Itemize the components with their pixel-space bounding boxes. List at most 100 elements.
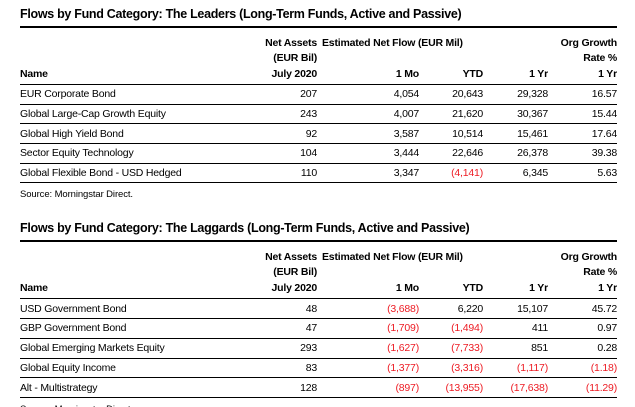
name-column-header: Name	[20, 278, 250, 300]
table-row: Sector Equity Technology 104 3,444 22,64…	[20, 143, 617, 164]
leaders-table: Net Assets Estimated Net Flow (EUR Mil) …	[20, 28, 617, 184]
net-assets-cell: 104	[250, 143, 317, 164]
table-row: USD Government Bond 48 (3,688) 6,220 15,…	[20, 298, 617, 320]
growth-1yr-cell: 0.28	[548, 338, 617, 359]
laggards-table: Net Assets Estimated Net Flow (EUR Mil) …	[20, 242, 617, 398]
table-row: GBP Government Bond 47 (1,709) (1,494) 4…	[20, 318, 617, 339]
net-assets-cell: 83	[250, 358, 317, 379]
fund-name-cell: GBP Government Bond	[20, 318, 250, 339]
flow-1mo-cell: 4,007	[317, 104, 419, 125]
fund-name-cell: USD Government Bond	[20, 298, 250, 320]
flow-ytd-cell: (7,733)	[419, 338, 483, 359]
spacer-cell	[20, 49, 250, 64]
one-year-column-header: 1 Yr	[483, 64, 548, 85]
leaders-section: Flows by Fund Category: The Leaders (Lon…	[20, 7, 617, 200]
fund-name-cell: Global Emerging Markets Equity	[20, 338, 250, 359]
flow-1yr-cell: 15,107	[483, 298, 548, 320]
spacer-cell	[20, 242, 250, 263]
table-row: Global Flexible Bond - USD Hedged 110 3,…	[20, 163, 617, 184]
spacer-cell	[20, 28, 250, 49]
estimated-net-flow-group-header: Estimated Net Flow (EUR Mil)	[322, 251, 463, 264]
one-month-column-header: 1 Mo	[317, 64, 419, 85]
source-note: Source: Morningstar Direct.	[20, 404, 617, 407]
leaders-table-header: Net Assets Estimated Net Flow (EUR Mil) …	[20, 28, 617, 85]
rate-pct-header: Rate %	[583, 52, 617, 64]
net-assets-cell: 47	[250, 318, 317, 339]
flow-1yr-cell: 851	[483, 338, 548, 359]
growth-1yr-cell: 16.57	[548, 84, 617, 105]
one-month-column-header: 1 Mo	[317, 278, 419, 300]
growth-1yr-cell: 17.64	[548, 123, 617, 145]
growth-1yr-cell: (11.29)	[548, 377, 617, 398]
spacer-cell	[317, 263, 548, 278]
ytd-column-header: YTD	[419, 278, 483, 300]
table-row: Global Large-Cap Growth Equity 243 4,007…	[20, 104, 617, 125]
table-row: EUR Corporate Bond 207 4,054 20,643 29,3…	[20, 84, 617, 105]
fund-name-cell: Global Large-Cap Growth Equity	[20, 104, 250, 125]
org-growth-header: Org Growth	[560, 37, 617, 49]
fund-name-cell: Global High Yield Bond	[20, 123, 250, 145]
table-row: Global Emerging Markets Equity 293 (1,62…	[20, 338, 617, 359]
rate-pct-header: Rate %	[583, 266, 617, 279]
flow-1yr-cell: 6,345	[483, 163, 548, 184]
laggards-table-header: Net Assets Estimated Net Flow (EUR Mil) …	[20, 242, 617, 300]
net-assets-cell: 293	[250, 338, 317, 359]
net-assets-cell: 110	[250, 163, 317, 184]
flow-1yr-cell: 15,461	[483, 123, 548, 145]
net-assets-header: Net Assets	[265, 37, 317, 49]
flow-1mo-cell: 4,054	[317, 84, 419, 105]
july-2020-column-header: July 2020	[250, 64, 317, 85]
flow-1mo-cell: (1,377)	[317, 358, 419, 379]
flow-1yr-cell: 29,328	[483, 84, 548, 105]
fund-name-cell: Global Flexible Bond - USD Hedged	[20, 163, 250, 184]
table-row: Global High Yield Bond 92 3,587 10,514 1…	[20, 123, 617, 145]
flow-1mo-cell: 3,347	[317, 163, 419, 184]
laggards-section: Flows by Fund Category: The Laggards (Lo…	[20, 221, 617, 407]
net-assets-cell: 128	[250, 377, 317, 398]
one-year-column-header: 1 Yr	[483, 278, 548, 300]
ytd-column-header: YTD	[419, 64, 483, 85]
net-assets-header: Net Assets	[265, 251, 317, 264]
fund-name-cell: EUR Corporate Bond	[20, 84, 250, 105]
net-assets-cell: 243	[250, 104, 317, 125]
source-note: Source: Morningstar Direct.	[20, 189, 133, 201]
flow-ytd-cell: 20,643	[419, 84, 483, 105]
flow-1mo-cell: (3,688)	[317, 298, 419, 320]
flow-1yr-cell: 30,367	[483, 104, 548, 125]
flow-1mo-cell: (897)	[317, 377, 419, 398]
net-assets-cell: 92	[250, 123, 317, 145]
growth-1yr-cell: 15.44	[548, 104, 617, 125]
fund-name-cell: Global Equity Income	[20, 358, 250, 379]
flow-ytd-cell: 10,514	[419, 123, 483, 145]
flow-1mo-cell: 3,444	[317, 143, 419, 164]
name-column-header: Name	[20, 64, 250, 85]
org-growth-header: Org Growth	[560, 251, 617, 264]
eur-bil-header: (EUR Bil)	[273, 52, 317, 64]
growth-1yr-cell: 0.97	[548, 318, 617, 339]
table-row: Alt - Multistrategy 128 (897) (13,955) (…	[20, 377, 617, 398]
flow-1mo-cell: (1,627)	[317, 338, 419, 359]
net-assets-cell: 48	[250, 298, 317, 320]
growth-one-year-column-header: 1 Yr	[548, 64, 617, 85]
flow-ytd-cell: (3,316)	[419, 358, 483, 379]
flow-1yr-cell: 26,378	[483, 143, 548, 164]
growth-1yr-cell: 45.72	[548, 298, 617, 320]
flow-ytd-cell: 22,646	[419, 143, 483, 164]
leaders-table-title: Flows by Fund Category: The Leaders (Lon…	[20, 7, 617, 28]
flow-1yr-cell: (1,117)	[483, 358, 548, 379]
july-2020-column-header: July 2020	[250, 278, 317, 300]
flow-ytd-cell: (13,955)	[419, 377, 483, 398]
flow-ytd-cell: 6,220	[419, 298, 483, 320]
spacer-cell	[317, 49, 548, 64]
flow-ytd-cell: 21,620	[419, 104, 483, 125]
growth-1yr-cell: 5.63	[548, 163, 617, 184]
flow-1yr-cell: (17,638)	[483, 377, 548, 398]
growth-1yr-cell: 39.38	[548, 143, 617, 164]
spacer-cell	[20, 263, 250, 278]
flow-1mo-cell: 3,587	[317, 123, 419, 145]
estimated-net-flow-group-header: Estimated Net Flow (EUR Mil)	[322, 37, 463, 49]
fund-name-cell: Sector Equity Technology	[20, 143, 250, 164]
growth-1yr-cell: (1.18)	[548, 358, 617, 379]
fund-name-cell: Alt - Multistrategy	[20, 377, 250, 398]
